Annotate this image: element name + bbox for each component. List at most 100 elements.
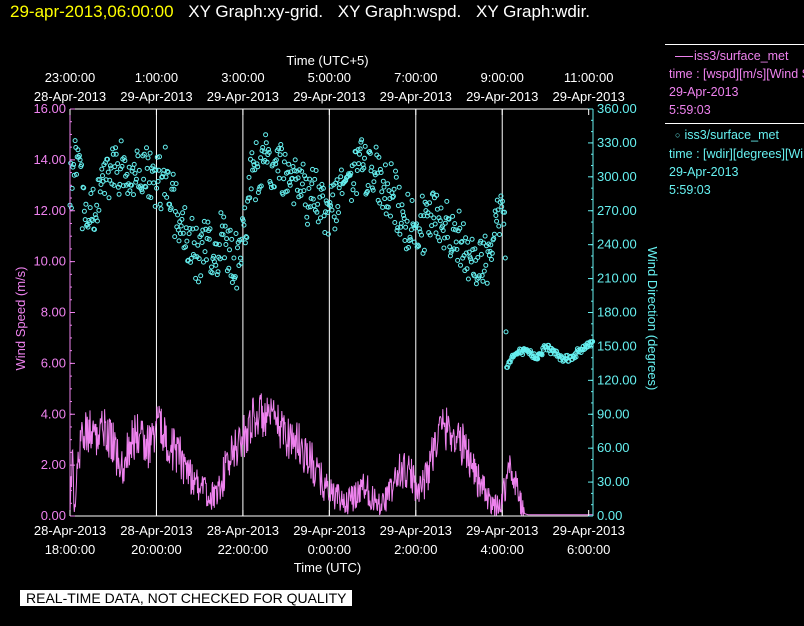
wind-direction-point <box>298 193 304 198</box>
wind-direction-point <box>178 223 184 229</box>
wind-direction-point <box>260 145 266 150</box>
wind-direction-point <box>400 209 406 215</box>
wind-direction-point <box>111 182 117 188</box>
wind-direction-point <box>253 140 259 146</box>
wind-direction-point <box>475 255 481 260</box>
legend-wind-direction[interactable]: iss3/surface_met time : [wdir][degrees][… <box>665 123 804 194</box>
wind-direction-point <box>476 273 482 279</box>
wind-direction-point <box>393 174 399 180</box>
wind-direction-point <box>105 169 111 175</box>
wind-direction-point <box>114 169 120 175</box>
wind-direction-point <box>451 246 457 252</box>
wind-direction-point <box>198 232 204 238</box>
wind-direction-point <box>249 150 255 156</box>
left-tick-label: 12.00 <box>33 203 66 218</box>
wind-direction-point <box>454 246 460 252</box>
wind-direction-point <box>72 138 78 144</box>
wind-direction-point <box>264 159 270 165</box>
wind-direction-point <box>457 225 463 231</box>
wind-direction-point <box>294 168 300 174</box>
wind-direction-point <box>421 247 427 253</box>
wind-direction-point <box>87 205 93 211</box>
wind-direction-point <box>388 213 393 219</box>
top-tick-time: 9:00:00 <box>481 70 524 85</box>
wind-direction-point <box>244 235 250 240</box>
wind-direction-point <box>364 189 370 194</box>
wind-direction-point <box>222 255 227 261</box>
wind-direction-point <box>203 257 209 263</box>
wind-direction-point <box>458 239 464 245</box>
left-tick-label: 6.00 <box>41 355 66 370</box>
wind-direction-point <box>463 250 469 256</box>
wind-direction-point <box>118 138 124 144</box>
wind-direction-point <box>163 174 169 180</box>
wind-direction-point <box>418 213 424 219</box>
wind-direction-point <box>479 273 485 278</box>
wind-direction-point <box>416 243 422 249</box>
wind-direction-point <box>377 166 383 172</box>
wind-direction-point <box>310 196 316 202</box>
wind-direction-point <box>450 213 456 219</box>
wind-direction-point <box>119 163 125 169</box>
top-tick-time: 23:00:00 <box>45 70 96 85</box>
wind-direction-point <box>317 194 323 200</box>
bottom-tick-time: 22:00:00 <box>218 542 269 557</box>
left-tick-label: 4.00 <box>41 406 66 421</box>
wind-direction-point <box>332 226 338 232</box>
wind-direction-point <box>154 154 160 160</box>
wind-direction-point <box>481 240 487 246</box>
top-tick-time: 7:00:00 <box>394 70 437 85</box>
wind-direction-point <box>334 177 340 183</box>
legend-wind-speed[interactable]: iss3/surface_met time : [wspd][m/s][Wind… <box>665 44 804 123</box>
wind-direction-point <box>232 274 238 280</box>
wind-direction-point <box>193 225 199 231</box>
wind-direction-point <box>177 231 183 236</box>
right-tick-label: 120.00 <box>597 372 637 387</box>
wind-direction-point <box>275 168 281 174</box>
wind-direction-point <box>250 167 256 173</box>
left-tick-label: 10.00 <box>33 254 66 269</box>
wind-direction-point <box>391 186 397 192</box>
wind-direction-point <box>253 197 258 203</box>
wind-direction-point <box>143 184 149 190</box>
legend-wspd-title: iss3/surface_met <box>669 47 804 65</box>
wind-direction-point <box>168 205 174 211</box>
wind-direction-point <box>469 236 475 242</box>
bottom-tick-time: 0:00:00 <box>308 542 351 557</box>
wind-direction-point <box>252 167 258 173</box>
wind-direction-point <box>315 219 321 225</box>
wind-direction-point <box>98 182 104 187</box>
wind-direction-point <box>294 187 300 193</box>
wind-direction-point <box>246 174 252 180</box>
wind-direction-point <box>71 172 77 178</box>
wind-direction-point <box>240 218 246 224</box>
wind-direction-point <box>247 195 253 201</box>
wind-direction-point <box>370 187 376 193</box>
wind-direction-point <box>392 220 398 225</box>
wind-direction-point <box>367 150 373 156</box>
wind-direction-point <box>471 273 477 279</box>
wind-direction-point <box>488 242 494 248</box>
wind-direction-point <box>162 144 168 150</box>
wind-direction-point <box>245 198 251 204</box>
wind-direction-point <box>271 184 277 190</box>
wind-direction-point <box>286 161 292 167</box>
wind-direction-point <box>234 285 240 291</box>
wind-direction-point <box>299 181 305 187</box>
wind-direction-point <box>200 227 206 233</box>
wind-direction-point <box>132 170 138 176</box>
wind-direction-point <box>145 155 151 161</box>
legend-wspd-variable: time : [wspd][m/s][Wind Speed] <box>669 67 804 81</box>
wind-direction-point <box>121 155 127 161</box>
wind-direction-point <box>176 238 182 244</box>
wind-direction-point <box>122 158 128 164</box>
wind-direction-point <box>251 162 257 168</box>
wind-direction-point <box>107 163 113 169</box>
wind-direction-point <box>192 253 198 259</box>
wind-direction-point <box>184 238 190 244</box>
wind-direction-point <box>306 186 312 191</box>
wind-direction-point <box>224 236 230 242</box>
wind-direction-point <box>492 208 498 214</box>
wind-direction-point <box>482 233 488 239</box>
wind-direction-point <box>476 275 482 281</box>
